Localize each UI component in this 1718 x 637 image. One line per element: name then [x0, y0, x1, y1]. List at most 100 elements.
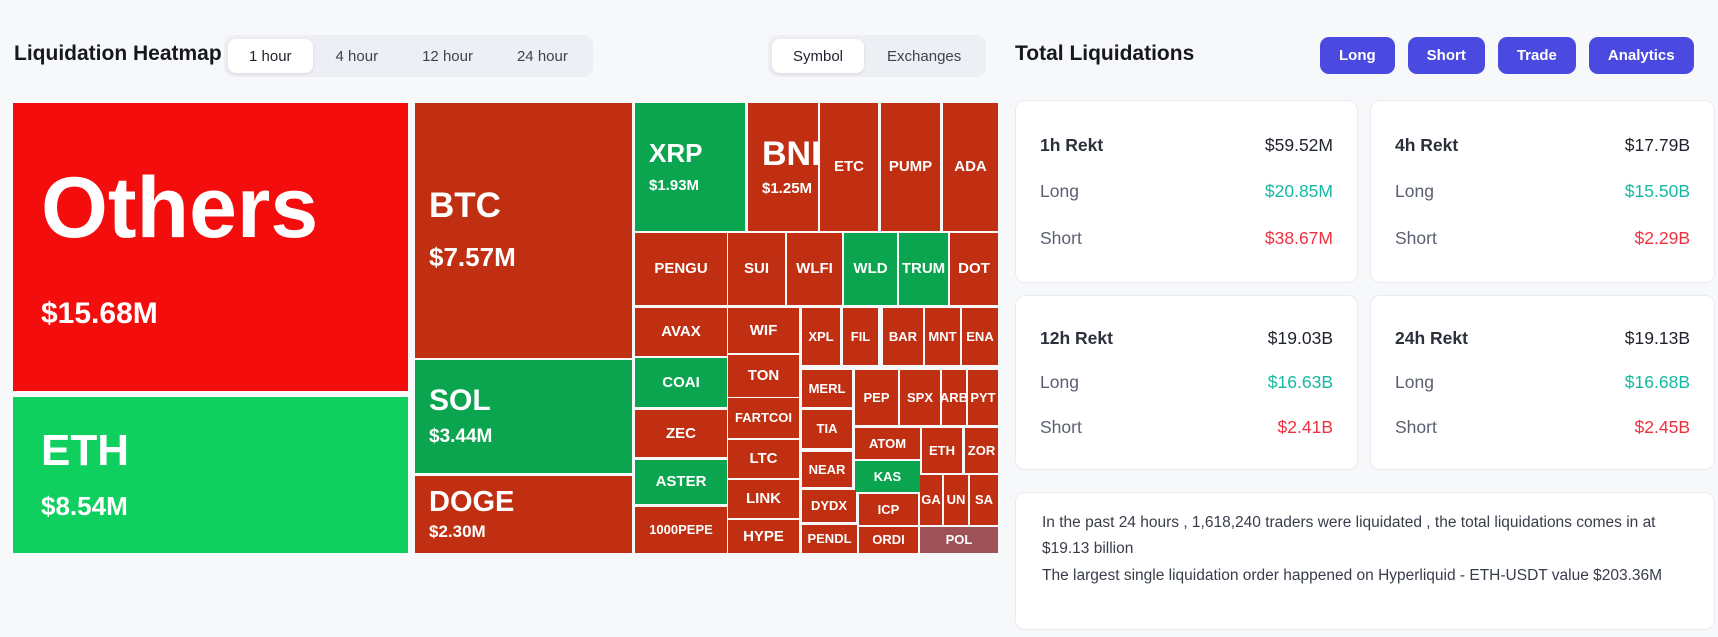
rekt-total-value: $17.79B — [1624, 134, 1690, 155]
treemap-cell-ada[interactable]: ADA — [943, 103, 998, 231]
treemap-cell-mnt[interactable]: MNT — [925, 308, 960, 365]
treemap-cell-spx[interactable]: SPX — [900, 370, 940, 425]
treemap-cell-1000pepe[interactable]: 1000PEPE — [635, 507, 727, 553]
coin-symbol: PENDL — [807, 531, 852, 547]
treemap-cell-dydx[interactable]: DYDX — [802, 490, 856, 522]
rekt-card-4h-rekt: 4h Rekt $17.79B Long $15.50B Short $2.29B — [1370, 100, 1715, 283]
time-tab-12-hour[interactable]: 12 hour — [422, 47, 473, 65]
short-label: Short — [1395, 416, 1437, 437]
coin-symbol: WLD — [853, 260, 888, 278]
long-label: Long — [1040, 181, 1079, 201]
treemap-cell-link[interactable]: LINK — [728, 480, 799, 518]
treemap-cell-wif[interactable]: WIF — [728, 308, 799, 353]
short-value: $2.45B — [1634, 416, 1690, 437]
treemap-cell-arb[interactable]: ARB — [942, 370, 966, 425]
coin-symbol: DOT — [958, 260, 990, 278]
treemap-cell-xrp[interactable]: XRP $1.93M — [635, 103, 745, 231]
analytics-button[interactable]: Analytics — [1588, 37, 1694, 74]
long-row: Long $15.50B — [1395, 181, 1690, 202]
coin-symbol: ORDI — [872, 532, 905, 548]
treemap-cell-fil[interactable]: FIL — [843, 308, 878, 365]
coin-symbol: PENGU — [654, 260, 708, 278]
treemap-cell-sol[interactable]: SOL $3.44M — [415, 360, 632, 473]
treemap-cell-zec[interactable]: ZEC — [635, 410, 727, 457]
treemap-cell-trum[interactable]: TRUM — [899, 233, 948, 305]
treemap-cell-tia[interactable]: TIA — [802, 410, 852, 448]
treemap-cell-ena[interactable]: ENA — [962, 308, 998, 365]
coin-symbol: MNT — [928, 328, 957, 344]
view-option-symbol[interactable]: Symbol — [772, 39, 865, 73]
treemap-cell-xpl[interactable]: XPL — [802, 308, 840, 365]
treemap-cell-pol[interactable]: POL — [920, 527, 998, 553]
treemap-cell-ordi[interactable]: ORDI — [859, 527, 918, 553]
treemap-cell-dot[interactable]: DOT — [950, 233, 998, 305]
short-button[interactable]: Short — [1407, 37, 1485, 74]
treemap-cell-hype[interactable]: HYPE — [728, 520, 799, 553]
treemap-cell-kas[interactable]: KAS — [855, 461, 920, 492]
rekt-title-row: 24h Rekt $19.13B — [1395, 328, 1690, 349]
treemap-cell-pep[interactable]: PEP — [855, 370, 898, 425]
treemap-cell-ltc[interactable]: LTC — [728, 440, 799, 478]
time-tab-24-hour[interactable]: 24 hour — [516, 47, 568, 65]
coin-symbol: TRUM — [901, 260, 946, 278]
treemap-cell-btc[interactable]: BTC $7.57M — [415, 103, 632, 358]
coin-symbol: WLFI — [796, 260, 833, 278]
trade-button[interactable]: Trade — [1497, 37, 1576, 74]
treemap-cell-pyt[interactable]: PYT — [968, 370, 998, 425]
coin-symbol: NEAR — [808, 461, 846, 477]
coin-symbol: ETH — [41, 426, 129, 476]
coin-symbol: BNB — [762, 134, 818, 173]
treemap-cell-wlfi[interactable]: WLFI — [787, 233, 842, 305]
coin-symbol: PEP — [863, 389, 890, 405]
treemap-cell-eth[interactable]: ETH $8.54M — [13, 397, 408, 553]
coin-symbol: ETH — [929, 442, 955, 458]
rekt-title-label: 24h Rekt — [1395, 327, 1468, 348]
treemap-cell-icp[interactable]: ICP — [859, 494, 918, 525]
treemap-cell-etc[interactable]: ETC — [820, 103, 878, 231]
treemap-cell-bnb[interactable]: BNB $1.25M — [748, 103, 818, 231]
treemap-cell-wld[interactable]: WLD — [844, 233, 897, 305]
long-row: Long $16.63B — [1040, 372, 1333, 393]
short-row: Short $2.29B — [1395, 228, 1690, 249]
liquidation-amount: $1.25M — [762, 180, 813, 198]
treemap-cell-pengu[interactable]: PENGU — [635, 233, 727, 305]
treemap-cell-near[interactable]: NEAR — [802, 452, 852, 487]
coin-symbol: SOL — [429, 384, 491, 418]
treemap-cell-avax[interactable]: AVAX — [635, 308, 727, 356]
coin-symbol: ATOM — [868, 435, 907, 451]
summary-note-card: In the past 24 hours , 1,618,240 traders… — [1015, 492, 1715, 630]
coin-symbol: BTC — [429, 185, 501, 225]
coin-symbol: TON — [747, 367, 780, 385]
treemap-cell-ga[interactable]: GA — [920, 475, 942, 525]
coin-symbol: FIL — [850, 328, 871, 344]
time-tab-4-hour[interactable]: 4 hour — [335, 47, 379, 65]
treemap-cell-bar[interactable]: BAR — [883, 308, 923, 365]
rekt-title-label: 12h Rekt — [1040, 327, 1113, 348]
treemap-cell-coai[interactable]: COAI — [635, 358, 727, 407]
treemap-cell-aster[interactable]: ASTER — [635, 460, 727, 504]
short-value: $2.41B — [1277, 416, 1333, 437]
coin-symbol: ASTER — [655, 473, 707, 491]
treemap-cell-doge[interactable]: DOGE $2.30M — [415, 476, 632, 553]
treemap-cell-merl[interactable]: MERL — [802, 370, 852, 407]
short-row: Short $2.41B — [1040, 417, 1333, 438]
view-option-exchanges[interactable]: Exchanges — [887, 47, 962, 65]
treemap-cell-ton[interactable]: TON — [728, 355, 799, 397]
treemap-cell-pump[interactable]: PUMP — [881, 103, 940, 231]
treemap-cell-sui[interactable]: SUI — [728, 233, 785, 305]
treemap-cell-eth[interactable]: ETH — [922, 428, 962, 473]
treemap-cell-atom[interactable]: ATOM — [855, 428, 920, 459]
treemap-cell-zor[interactable]: ZOR — [965, 428, 998, 473]
long-button[interactable]: Long — [1320, 37, 1395, 74]
treemap-cell-fartcoi[interactable]: FARTCOI — [728, 398, 799, 438]
long-label: Long — [1395, 181, 1434, 201]
coin-symbol: FARTCOI — [734, 410, 793, 426]
liquidation-amount: $7.57M — [429, 242, 516, 273]
time-tab-1-hour[interactable]: 1 hour — [228, 39, 313, 73]
treemap-cell-sa[interactable]: SA — [970, 475, 998, 525]
treemap-cell-un[interactable]: UN — [944, 475, 968, 525]
coin-symbol: Others — [41, 159, 319, 256]
liquidation-amount: $15.68M — [41, 297, 158, 331]
treemap-cell-others[interactable]: Others $15.68M — [13, 103, 408, 391]
treemap-cell-pendl[interactable]: PENDL — [802, 525, 857, 553]
